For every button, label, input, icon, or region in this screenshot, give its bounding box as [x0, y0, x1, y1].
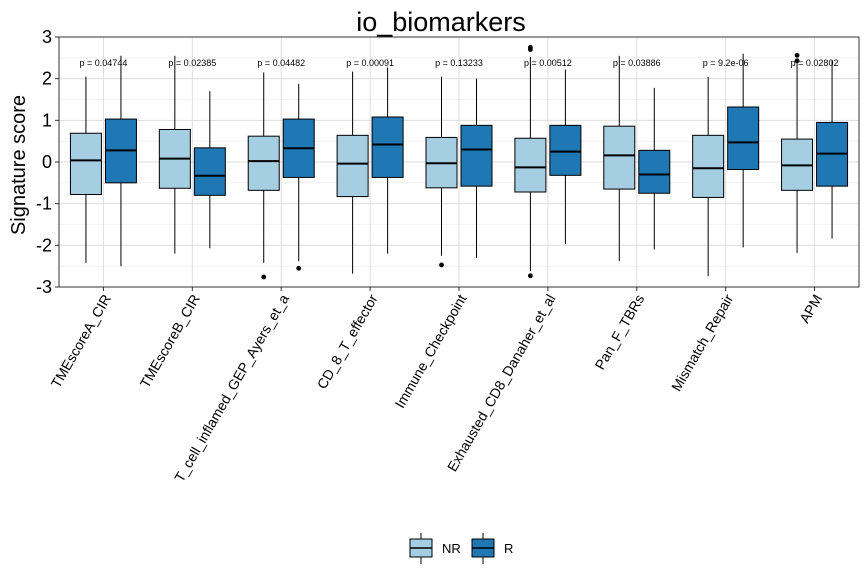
p-value-label: p = 0.04744 — [80, 58, 128, 68]
x-tick-label: TMEscoreA_CIR — [48, 292, 114, 391]
p-value-label: p = 0.02385 — [168, 58, 216, 68]
outlier-point — [296, 265, 302, 271]
outlier-point — [527, 273, 533, 279]
box-body — [336, 134, 369, 198]
p-value-label: p = 9.2e-06 — [703, 58, 749, 68]
box-body — [692, 134, 725, 198]
box-body — [69, 132, 102, 195]
p-value-label: p = 0.00091 — [346, 58, 394, 68]
box-R-Pan_F_TBRs — [638, 87, 671, 250]
y-tick-label: -3 — [36, 277, 52, 297]
box-R-TMEscoreA_CIR — [104, 55, 137, 267]
p-value-label: p = 0.02802 — [791, 58, 839, 68]
box-body — [247, 135, 280, 191]
box-NR-APM — [781, 52, 814, 253]
box-R-APM — [816, 59, 849, 239]
x-tick-label: Pan_F_TBRs — [591, 292, 647, 373]
plot-area: p = 0.04744 p = 0.02385 p = 0.04482 p = 0.0… — [36, 27, 860, 485]
p-value-label: p = 0.03886 — [613, 58, 661, 68]
chart-title: io_biomarkers — [356, 7, 526, 37]
y-tick-label: 0 — [42, 152, 52, 172]
y-tick-label: -1 — [36, 194, 52, 214]
box-NR-Exhausted_CD8_Danaher_et_al — [514, 45, 547, 279]
outlier-point — [794, 52, 800, 58]
box-NR-TMEscoreA_CIR — [69, 76, 102, 263]
box-NR-Pan_F_TBRs — [603, 55, 636, 262]
box-R-CD_8_T_effector — [371, 67, 404, 254]
box-NR-CD_8_T_effector — [336, 71, 369, 274]
x-tick-label: CD_8_T_effector — [314, 291, 381, 391]
box-body — [603, 125, 636, 190]
outlier-point — [261, 274, 267, 280]
box-R-T_cell_inflamed_GEP_Ayers_et_a — [282, 83, 315, 271]
box-NR-Immune_Checkpoint — [425, 76, 458, 268]
box-body — [638, 149, 671, 194]
x-tick-label: APM — [796, 292, 825, 326]
legend: NR R — [409, 533, 513, 564]
outlier-point — [794, 58, 800, 64]
y-tick-label: 2 — [42, 69, 52, 89]
legend-label: R — [504, 541, 513, 556]
x-tick-label: TMEscoreB_CIR — [137, 292, 203, 391]
box-R-TMEscoreB_CIR — [193, 91, 226, 249]
p-value-label: p = 0.04482 — [257, 58, 305, 68]
box-body — [514, 137, 547, 193]
y-tick-label: 3 — [42, 27, 52, 47]
outlier-point — [439, 262, 444, 268]
outlier-point — [527, 45, 533, 50]
legend-item-NR: NR — [409, 533, 461, 564]
box-body — [371, 116, 404, 178]
y-axis-label: Signature score — [8, 95, 30, 235]
y-tick-label: 1 — [42, 110, 52, 130]
box-NR-Mismatch_Repair — [692, 77, 725, 277]
legend-item-R: R — [471, 533, 513, 564]
box-NR-TMEscoreB_CIR — [158, 55, 191, 254]
legend-label: NR — [442, 541, 461, 556]
x-tick-label: Mismatch_Repair — [668, 291, 736, 394]
box-body — [460, 124, 493, 187]
y-tick-label: -2 — [36, 235, 52, 255]
x-tick-label: Immune_Checkpoint — [392, 291, 470, 410]
box-R-Immune_Checkpoint — [460, 78, 493, 258]
x-tick-label: Exhausted_CD8_Danaher_et_al — [444, 292, 559, 475]
p-value-label: p = 0.00512 — [524, 58, 572, 68]
box-body — [727, 106, 760, 170]
box-R-Mismatch_Repair — [727, 53, 760, 248]
box-body — [193, 147, 226, 196]
box-body — [549, 124, 582, 176]
p-value-label: p = 0.13233 — [435, 58, 483, 68]
box-R-Exhausted_CD8_Danaher_et_al — [549, 69, 582, 245]
box-NR-T_cell_inflamed_GEP_Ayers_et_a — [247, 72, 280, 280]
